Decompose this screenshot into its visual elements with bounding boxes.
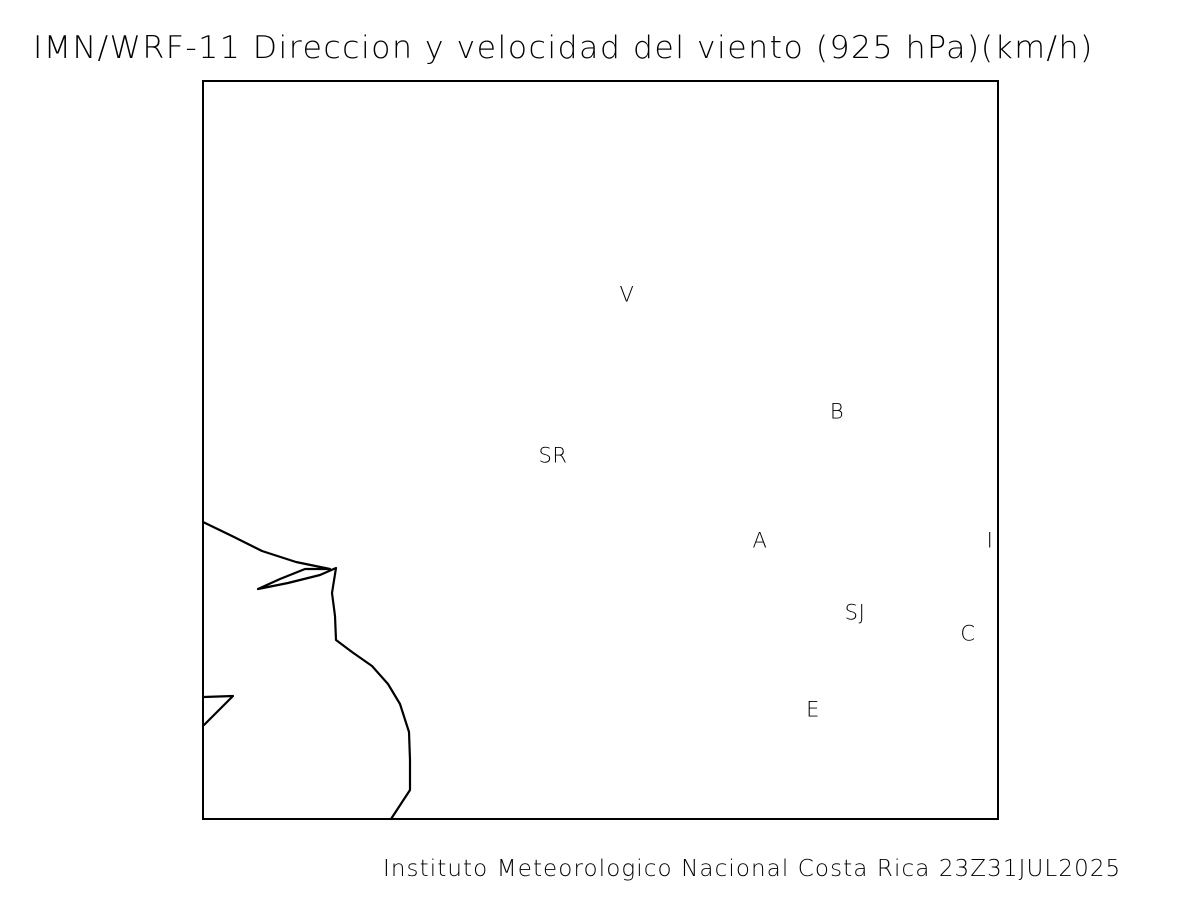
station-label-sj: SJ: [844, 600, 866, 625]
chart-footer: Instituto Meteorologico Nacional Costa R…: [383, 856, 1122, 882]
station-label-sr: SR: [538, 443, 568, 468]
station-label-b: B: [829, 399, 845, 424]
page-title: IMN/WRF-11 Direccion y velocidad del vie…: [33, 30, 1094, 66]
station-label-i: I: [986, 528, 994, 553]
station-label-c: C: [960, 621, 976, 646]
station-label-a: A: [752, 528, 768, 553]
station-label-v: V: [619, 282, 635, 307]
station-label-e: E: [806, 697, 820, 722]
map-plot-frame: [202, 80, 999, 820]
